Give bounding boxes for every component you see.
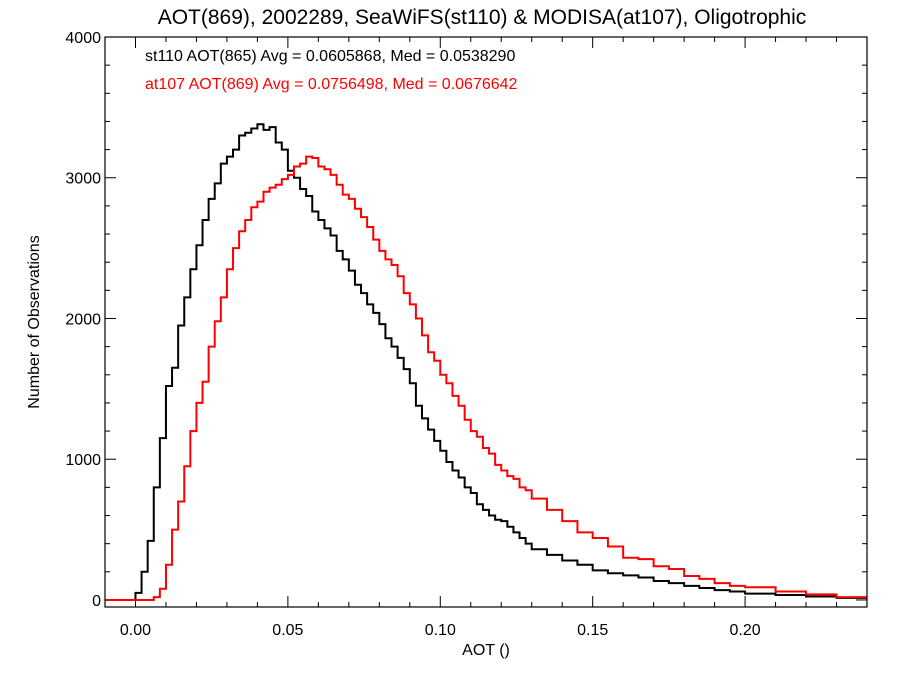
- annotations: st110 AOT(865) Avg = 0.0605868, Med = 0.…: [145, 48, 518, 93]
- y-tick-label: 4000: [65, 30, 101, 47]
- legend-annotation-1: at107 AOT(869) Avg = 0.0756498, Med = 0.…: [145, 76, 518, 93]
- data-series: [105, 123, 867, 601]
- x-tick-label: 0.00: [120, 622, 151, 639]
- x-tick-label: 0.10: [425, 622, 456, 639]
- series-line-0: [105, 123, 867, 601]
- series-line-1: [105, 155, 867, 601]
- chart-title: AOT(869), 2002289, SeaWiFS(st110) & MODI…: [158, 6, 807, 29]
- y-axis-label: Number of Observations: [26, 235, 43, 408]
- y-tick-label: 2000: [65, 311, 101, 328]
- y-tick-label: 3000: [65, 171, 101, 188]
- legend-annotation-0: st110 AOT(865) Avg = 0.0605868, Med = 0.…: [145, 48, 515, 65]
- y-tick-label: 0: [92, 593, 101, 610]
- x-tick-label: 0.05: [272, 622, 303, 639]
- plot-frame: [104, 36, 868, 608]
- axis-ticks: 0.00 0.05 0.10 0.15 0.20 0 1000 2000 3000 4000: [65, 30, 868, 639]
- y-tick-label: 1000: [65, 452, 101, 469]
- x-tick-label: 0.20: [730, 622, 761, 639]
- x-tick-label: 0.15: [577, 622, 608, 639]
- x-axis-label: AOT (): [462, 642, 510, 659]
